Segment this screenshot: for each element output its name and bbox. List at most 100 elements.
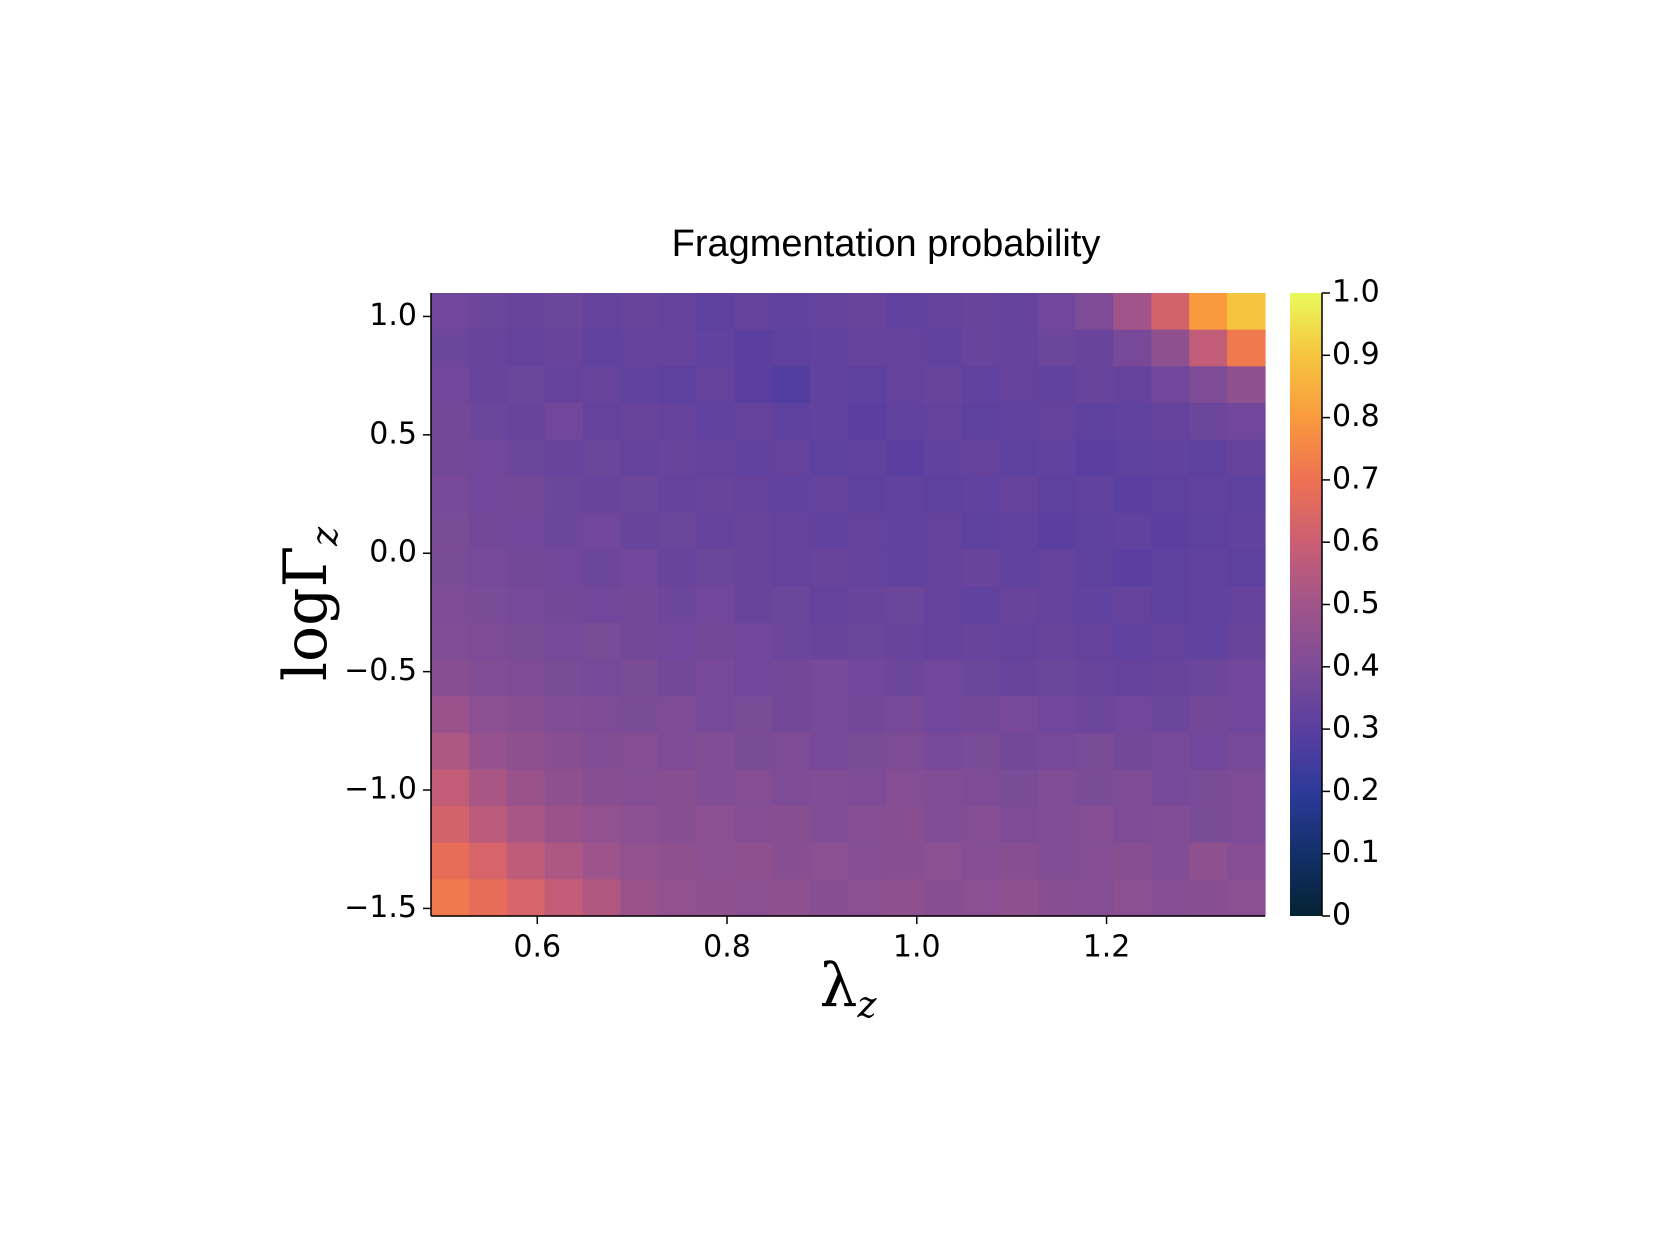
heatmap-cell xyxy=(961,476,1001,514)
heatmap-cell xyxy=(544,842,584,880)
heatmap-cell xyxy=(848,659,887,697)
heatmap-cell xyxy=(923,439,963,477)
heatmap-cell xyxy=(1189,366,1228,404)
heatmap-cell xyxy=(1113,806,1152,844)
y-tick-label: −0.5 xyxy=(344,653,417,688)
heatmap-cell xyxy=(1113,293,1152,331)
heatmap-cell xyxy=(772,769,811,807)
heatmap-cell xyxy=(1075,476,1114,514)
heatmap-cell xyxy=(658,439,697,477)
heatmap-cell xyxy=(696,293,735,331)
colorbar-tick-label: 0.1 xyxy=(1332,835,1380,870)
heatmap-cell xyxy=(1075,732,1114,771)
heatmap-cell xyxy=(696,659,735,697)
heatmap-cell xyxy=(772,366,811,404)
heatmap-cell xyxy=(582,293,622,331)
heatmap-cell xyxy=(582,439,622,477)
heatmap-cell xyxy=(1037,806,1077,844)
heatmap-cell xyxy=(468,549,508,587)
heatmap-cell xyxy=(468,329,508,367)
heatmap-cell xyxy=(582,696,622,734)
heatmap-cell xyxy=(468,842,508,880)
heatmap-cell xyxy=(1189,806,1228,844)
heatmap-cell xyxy=(658,879,697,917)
heatmap-cell xyxy=(431,879,470,917)
heatmap-cell xyxy=(734,512,773,551)
heatmap-cell xyxy=(544,439,584,477)
heatmap-cell xyxy=(658,329,697,367)
heatmap-cell xyxy=(810,329,849,367)
heatmap-cell xyxy=(506,402,546,441)
colorbar-tick-label: 0.7 xyxy=(1332,461,1380,496)
heatmap-cell xyxy=(772,732,811,771)
heatmap-cell xyxy=(620,512,660,551)
heatmap-cell xyxy=(961,439,1001,477)
heatmap-cell xyxy=(1075,879,1114,917)
heatmap-cell xyxy=(1151,549,1190,587)
heatmap-cell xyxy=(696,586,735,624)
heatmap-cell xyxy=(1113,622,1152,661)
heatmap-cell xyxy=(1075,659,1114,697)
heatmap-cell xyxy=(1113,439,1152,477)
heatmap-cell xyxy=(961,769,1001,807)
heatmap-cell xyxy=(544,879,584,917)
heatmap-cell xyxy=(734,696,773,734)
x-axis-label: λz xyxy=(820,951,878,1026)
heatmap-cell xyxy=(696,806,735,844)
heatmap-cell xyxy=(810,439,849,477)
heatmap-cell xyxy=(506,329,546,367)
heatmap-cell xyxy=(544,549,584,587)
heatmap-cell xyxy=(961,366,1001,404)
heatmap-cell xyxy=(961,842,1001,880)
heatmap-cell xyxy=(1075,329,1114,367)
heatmap-cell xyxy=(734,659,773,697)
heatmap-cell xyxy=(431,586,470,624)
heatmap-cell xyxy=(848,366,887,404)
heatmap-cell xyxy=(506,769,546,807)
heatmap-cell xyxy=(582,476,622,514)
heatmap-cell xyxy=(848,842,887,880)
colorbar-tick-label: 0.9 xyxy=(1332,337,1380,372)
heatmap-cell xyxy=(1227,366,1266,404)
heatmap-cell xyxy=(772,879,811,917)
heatmap-cell xyxy=(734,879,773,917)
heatmap-cell xyxy=(885,769,925,807)
heatmap-cell xyxy=(885,402,925,441)
heatmap-cell xyxy=(1075,293,1114,331)
heatmap-cell xyxy=(848,293,887,331)
heatmap-cell xyxy=(848,879,887,917)
heatmap-cell xyxy=(772,402,811,441)
heatmap-cell xyxy=(1151,659,1190,697)
heatmap-cell xyxy=(1037,879,1077,917)
heatmap-cell xyxy=(1075,769,1114,807)
heatmap-cell xyxy=(506,659,546,697)
x-tick-label: 1.2 xyxy=(1083,930,1131,965)
heatmap-cell xyxy=(582,512,622,551)
heatmap-cell xyxy=(1227,732,1266,771)
heatmap-cell xyxy=(1227,293,1266,331)
heatmap-cell xyxy=(468,732,508,771)
heatmap-cell xyxy=(923,842,963,880)
heatmap-cell xyxy=(1113,879,1152,917)
heatmap-cell xyxy=(1189,769,1228,807)
heatmap-cell xyxy=(544,512,584,551)
heatmap-cell xyxy=(696,879,735,917)
heatmap-cell xyxy=(923,402,963,441)
heatmap-cell xyxy=(1227,659,1266,697)
heatmap-cell xyxy=(1151,696,1190,734)
heatmap-cell xyxy=(999,366,1039,404)
heatmap-cell xyxy=(1189,659,1228,697)
colorbar-tick-label: 0.4 xyxy=(1332,648,1380,683)
heatmap-cell xyxy=(734,842,773,880)
heatmap-cell xyxy=(810,622,849,661)
heatmap-cell xyxy=(1151,329,1190,367)
x-tick-label: 1.0 xyxy=(893,930,941,965)
heatmap-cell xyxy=(696,366,735,404)
heatmap-cell xyxy=(810,769,849,807)
heatmap-cell xyxy=(696,622,735,661)
heatmap-cell xyxy=(1037,366,1077,404)
heatmap-cell xyxy=(658,476,697,514)
heatmap-cell xyxy=(1189,402,1228,441)
heatmap-cell xyxy=(848,622,887,661)
